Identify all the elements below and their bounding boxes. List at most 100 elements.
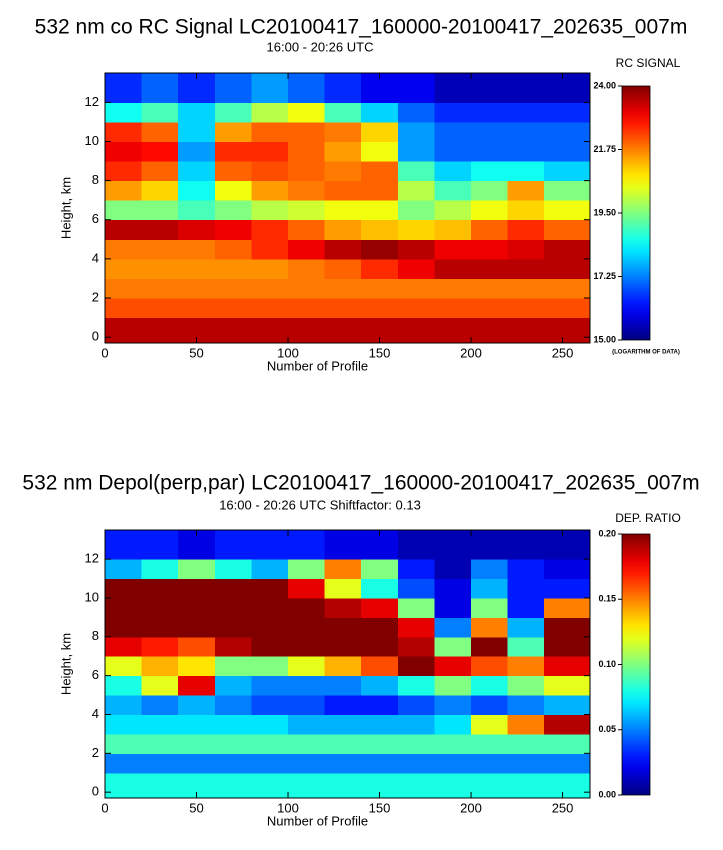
heatmap-cell: [544, 617, 591, 638]
x-axis-label: Number of Profile: [267, 813, 368, 828]
heatmap-cell: [471, 239, 509, 260]
heatmap-cell: [141, 597, 179, 618]
heatmap-cell: [471, 578, 509, 599]
heatmap-cell: [324, 121, 362, 142]
heatmap-cell: [288, 317, 326, 344]
colorbar: [621, 85, 651, 341]
heatmap-cell: [178, 258, 216, 279]
chart-subtitle: 16:00 - 20:26 UTC Shiftfactor: 0.13: [219, 497, 421, 512]
heatmap-cell: [141, 695, 179, 715]
heatmap-cell: [288, 695, 326, 715]
heatmap-cell: [544, 141, 591, 162]
heatmap-cell: [178, 753, 216, 774]
heatmap-cell: [178, 298, 216, 319]
colorbar-title: DEP. RATIO: [615, 511, 681, 525]
heatmap-cell: [361, 102, 399, 123]
heatmap-cell: [214, 636, 252, 657]
x-tick-label: 50: [189, 800, 203, 815]
heatmap-cell: [544, 714, 591, 735]
heatmap-cell: [288, 219, 326, 240]
y-tick-label: 2: [92, 745, 99, 760]
heatmap-cell: [214, 219, 252, 240]
heatmap-cell: [251, 559, 289, 580]
heatmap-cell: [397, 714, 435, 735]
colorbar-tick-label: 24.00: [593, 80, 616, 90]
heatmap-cell: [214, 73, 252, 103]
heatmap-cell: [251, 772, 289, 799]
heatmap-cell: [361, 200, 399, 221]
colorbar-tick-label: 0.20: [598, 528, 616, 538]
heatmap-cell: [397, 559, 435, 580]
heatmap-cell: [105, 258, 143, 279]
heatmap-cell: [397, 278, 435, 299]
heatmap-cell: [214, 597, 252, 618]
heatmap-cell: [361, 121, 399, 142]
heatmap-cell: [361, 219, 399, 240]
heatmap-cell: [397, 530, 435, 560]
heatmap-cell: [361, 239, 399, 260]
x-tick-label: 50: [189, 345, 203, 360]
heatmap-cell: [251, 617, 289, 638]
x-axis-label: Number of Profile: [267, 358, 368, 373]
x-tick-label: 150: [369, 800, 391, 815]
heatmap-cell: [471, 73, 509, 103]
x-tick-label: 200: [460, 345, 482, 360]
heatmap-cell: [434, 753, 472, 774]
colorbar: [621, 533, 651, 796]
heatmap-cell: [251, 161, 289, 182]
y-tick-label: 8: [92, 172, 99, 187]
heatmap-cell: [471, 772, 509, 799]
heatmap-cell: [361, 161, 399, 182]
heatmap-cell: [214, 102, 252, 123]
heatmap-cell: [141, 239, 179, 260]
y-tick-label: 6: [92, 211, 99, 226]
heatmap-cell: [507, 317, 545, 344]
heatmap-cell: [507, 772, 545, 799]
heatmap-cell: [105, 102, 143, 123]
heatmap-cell: [324, 298, 362, 319]
heatmap-cell: [397, 656, 435, 677]
heatmap-cell: [397, 121, 435, 142]
heatmap-cell: [105, 578, 143, 599]
heatmap-cell: [471, 695, 509, 715]
heatmap-cell: [507, 239, 545, 260]
heatmap-cell: [544, 530, 591, 560]
heatmap: [105, 530, 591, 799]
heatmap-cell: [214, 258, 252, 279]
heatmap-cell: [397, 675, 435, 696]
heatmap-cell: [361, 298, 399, 319]
heatmap-cell: [251, 258, 289, 279]
heatmap-cell: [507, 714, 545, 735]
heatmap-cell: [324, 714, 362, 735]
heatmap-cell: [361, 578, 399, 599]
heatmap-cell: [288, 180, 326, 201]
heatmap-cell: [434, 578, 472, 599]
heatmap-cell: [434, 597, 472, 618]
heatmap-cell: [507, 636, 545, 657]
heatmap-cell: [105, 200, 143, 221]
heatmap-cell: [105, 141, 143, 162]
heatmap-cell: [214, 239, 252, 260]
heatmap-cell: [214, 733, 252, 754]
heatmap-cell: [397, 317, 435, 344]
heatmap-cell: [471, 298, 509, 319]
heatmap-cell: [324, 180, 362, 201]
y-tick-label: 0: [92, 784, 99, 799]
x-tick-label: 150: [369, 345, 391, 360]
y-tick-label: 0: [92, 329, 99, 344]
heatmap-cell: [544, 180, 591, 201]
heatmap-cell: [105, 636, 143, 657]
heatmap-cell: [397, 200, 435, 221]
heatmap-cell: [251, 597, 289, 618]
heatmap-cell: [141, 219, 179, 240]
heatmap-cell: [324, 219, 362, 240]
heatmap-cell: [434, 714, 472, 735]
heatmap-cell: [544, 73, 591, 103]
heatmap-cell: [361, 180, 399, 201]
heatmap-cell: [105, 753, 143, 774]
heatmap-cell: [141, 578, 179, 599]
y-tick-label: 8: [92, 628, 99, 643]
heatmap-cell: [178, 200, 216, 221]
heatmap-cell: [141, 559, 179, 580]
